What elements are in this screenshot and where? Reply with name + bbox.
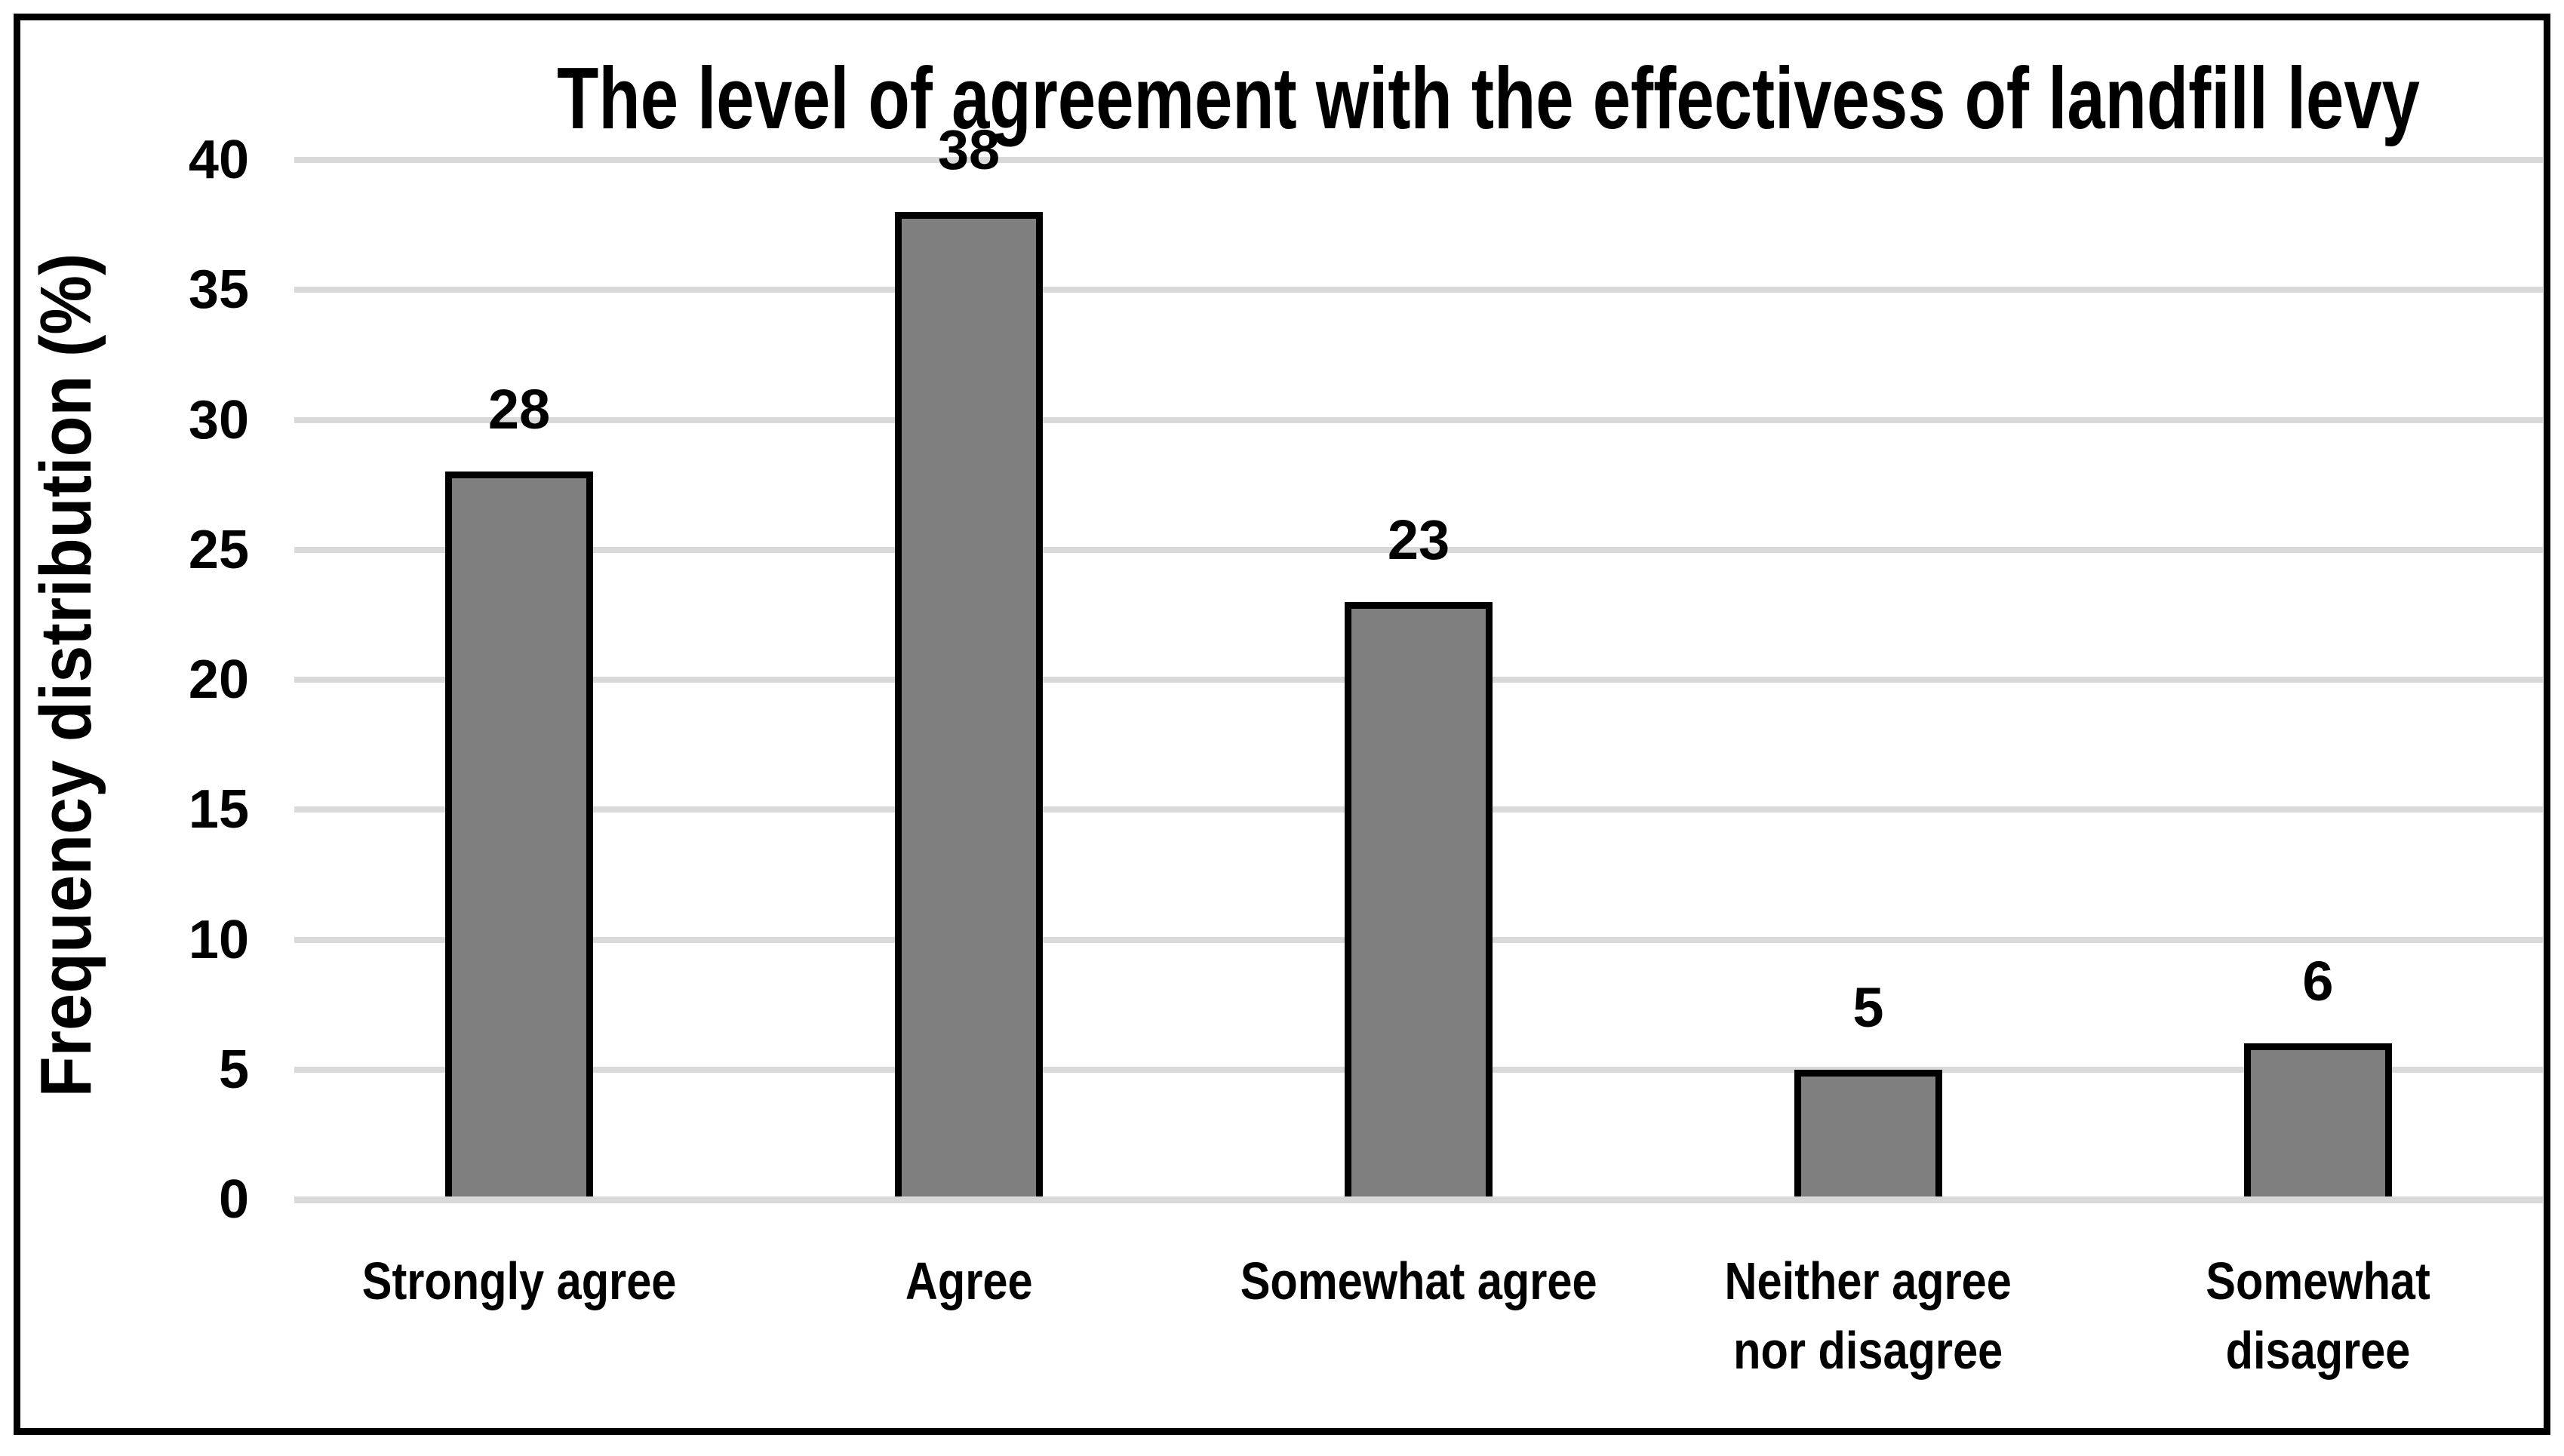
- bar-value-label: 28: [487, 378, 551, 441]
- category-slot: 28 Strongly agree: [294, 160, 744, 1310]
- x-category-label: Neither agree nor disagree: [1724, 1252, 2012, 1380]
- bar: [1794, 1069, 1942, 1200]
- y-tick-label: 30: [188, 389, 249, 450]
- bar: [2244, 1043, 2392, 1200]
- bar-value-label: 23: [1387, 508, 1450, 571]
- bar: [895, 211, 1043, 1200]
- category-slot: 6 Somewhat disagree: [2093, 160, 2543, 1380]
- gridline: [294, 416, 2543, 423]
- y-tick-label: 35: [188, 260, 249, 321]
- gridline: [294, 157, 2543, 163]
- y-tick-label: 0: [218, 1169, 249, 1230]
- chart-title: The level of agreement with the effectiv…: [294, 53, 2543, 143]
- x-category-label: Agree: [905, 1252, 1033, 1310]
- gridline: [294, 287, 2543, 293]
- category-slot: 38 Agree: [744, 118, 1194, 1310]
- chart-title-text: The level of agreement with the effectiv…: [557, 49, 2420, 147]
- plot-area: 28 Strongly agree 38 Agree 23 Somewhat agree 5…: [294, 118, 2543, 1380]
- category-slot: 23 Somewhat agree: [1194, 160, 1643, 1310]
- bar-value-label: 5: [1852, 975, 1884, 1039]
- y-tick-label: 40: [188, 130, 249, 190]
- y-tick-label: 15: [188, 779, 249, 840]
- x-axis-baseline: [294, 1196, 2543, 1203]
- y-tick-label: 25: [188, 519, 249, 580]
- x-category-label: Somewhat agree: [1240, 1252, 1597, 1310]
- bar-value-label: 6: [2302, 950, 2334, 1013]
- y-axis-tick-labels: 0 5 10 15 20 25 30 35 40: [0, 130, 249, 1230]
- y-tick-label: 5: [218, 1039, 249, 1100]
- x-category-label: Somewhat disagree: [2206, 1252, 2430, 1380]
- bar: [1345, 601, 1493, 1200]
- x-category-label: Strongly agree: [361, 1252, 677, 1310]
- y-tick-label: 10: [188, 909, 249, 970]
- gridline: [294, 546, 2543, 553]
- y-tick-label: 20: [188, 650, 249, 710]
- bar: [445, 472, 593, 1200]
- category-slot: 5 Neither agree nor disagree: [1643, 160, 2093, 1380]
- bar-value-label: 38: [937, 118, 1001, 181]
